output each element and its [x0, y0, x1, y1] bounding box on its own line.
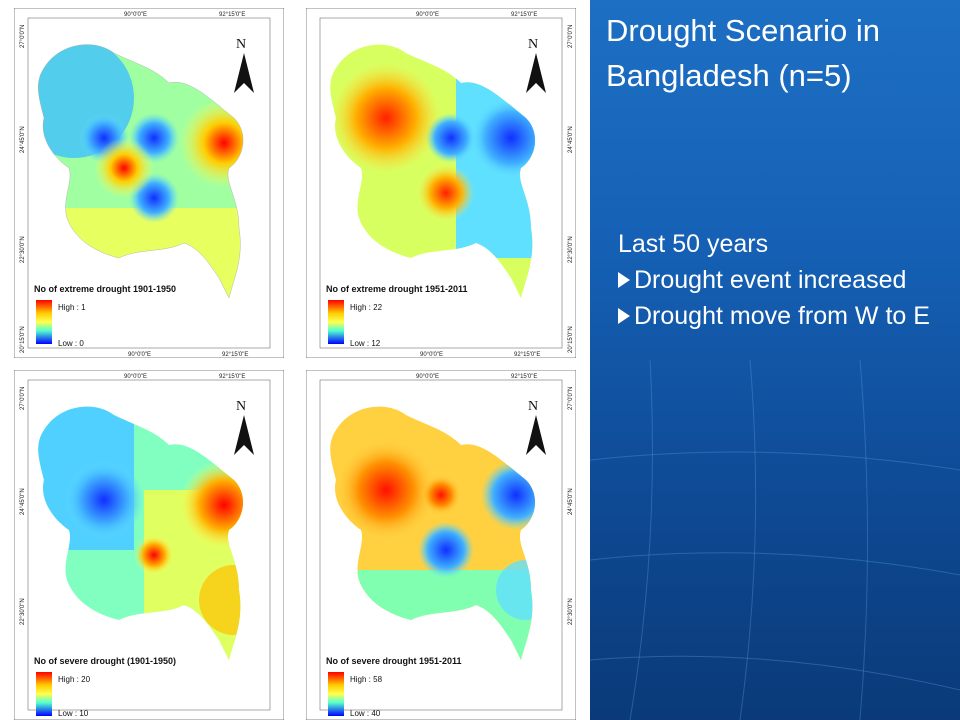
north-arrow-icon [234, 53, 254, 93]
tick-bottom-90e: 90°0'0"E [128, 352, 151, 358]
tick-side-20n: 20°15'0"N [20, 326, 26, 353]
legend-high: High : 1 [58, 303, 86, 312]
tick-side-27n: 27°0'0"N [20, 25, 26, 48]
country-outline [38, 44, 244, 299]
legend-low: Low : 40 [350, 709, 381, 718]
legend-ramp [328, 300, 344, 344]
bullet-item: Drought move from W to E [618, 298, 930, 334]
legend-ramp [328, 672, 344, 716]
legend-high: High : 20 [58, 675, 91, 684]
map-figure: 90°0'0"E 92°15'0"E 90°0'0"E 92°15'0"E 27… [14, 8, 576, 720]
bullet-item: Drought event increased [618, 262, 930, 298]
tick-bottom-92e: 92°15'0"E [514, 352, 540, 358]
legend-high: High : 22 [350, 303, 383, 312]
north-arrow-icon [526, 53, 546, 93]
arrow-bullet-icon [618, 308, 630, 324]
slide-title: Drought Scenario in Bangladesh (n=5) [606, 13, 880, 93]
north-arrow-icon [526, 415, 546, 455]
tick-top-92e: 92°15'0"E [219, 374, 245, 380]
tick-top-90e: 90°0'0"E [416, 12, 439, 18]
legend-high: High : 58 [350, 675, 383, 684]
slide-text-panel: Drought Scenario in Bangladesh (n=5) Las… [590, 0, 960, 720]
tick-side-27n: 27°0'0"N [568, 25, 574, 48]
north-label: N [236, 399, 246, 414]
bullet-text: Drought event increased [634, 266, 907, 294]
inner-frame [27, 17, 271, 349]
legend-low: Low : 12 [350, 339, 381, 348]
tick-side-22n: 22°30'0"N [20, 598, 26, 625]
map-svg: 90°0'0"E 92°15'0"E 27°0'0"N 24°45'0"N 22… [14, 370, 284, 720]
north-label: N [236, 37, 246, 52]
tick-side-27n: 27°0'0"N [20, 387, 26, 410]
tick-top-92e: 92°15'0"E [511, 374, 537, 380]
north-label: N [528, 399, 538, 414]
legend-ramp [36, 300, 52, 344]
map-panel-extreme-1901-1950: 90°0'0"E 92°15'0"E 90°0'0"E 92°15'0"E 27… [14, 8, 284, 358]
background-grid [590, 359, 960, 720]
notes-heading: Last 50 years [618, 230, 769, 258]
tick-top-92e: 92°15'0"E [219, 12, 245, 18]
tick-side-22n: 22°30'0"N [568, 236, 574, 263]
notes-block: Last 50 years Drought event increased Dr… [618, 226, 930, 334]
legend-title: No of severe drought 1951-2011 [326, 656, 462, 666]
north-arrow-icon [234, 415, 254, 455]
map-panel-severe-1951-2011: 90°0'0"E 92°15'0"E 27°0'0"N 24°45'0"N 22… [306, 370, 576, 720]
north-label: N [528, 37, 538, 52]
tick-bottom-90e: 90°0'0"E [420, 352, 443, 358]
tick-side-24n: 24°45'0"N [568, 488, 574, 515]
bullet-text: Drought move from W to E [634, 302, 930, 330]
legend-low: Low : 10 [58, 709, 89, 718]
tick-side-22n: 22°30'0"N [20, 236, 26, 263]
tick-top-90e: 90°0'0"E [124, 12, 147, 18]
tick-side-20n: 20°15'0"N [568, 326, 574, 353]
map-svg: 90°0'0"E 92°15'0"E 90°0'0"E 92°15'0"E 27… [14, 8, 284, 358]
tick-bottom-92e: 92°15'0"E [222, 352, 248, 358]
legend-title: No of severe drought (1901-1950) [34, 656, 176, 666]
tick-side-24n: 24°45'0"N [568, 126, 574, 153]
tick-top-90e: 90°0'0"E [124, 374, 147, 380]
legend-title: No of extreme drought 1951-2011 [326, 284, 468, 294]
arrow-bullet-icon [618, 272, 630, 288]
legend-title: No of extreme drought 1901-1950 [34, 284, 176, 294]
map-panel-extreme-1951-2011: 90°0'0"E 92°15'0"E 90°0'0"E 92°15'0"E 27… [306, 8, 576, 358]
map-panel-severe-1901-1950: 90°0'0"E 92°15'0"E 27°0'0"N 24°45'0"N 22… [14, 370, 284, 720]
tick-top-90e: 90°0'0"E [416, 374, 439, 380]
tick-side-27n: 27°0'0"N [568, 387, 574, 410]
tick-side-24n: 24°45'0"N [20, 488, 26, 515]
tick-top-92e: 92°15'0"E [511, 12, 537, 18]
legend-low: Low : 0 [58, 339, 84, 348]
tick-side-24n: 24°45'0"N [20, 126, 26, 153]
map-svg: 90°0'0"E 92°15'0"E 90°0'0"E 92°15'0"E 27… [306, 8, 576, 358]
legend-ramp [36, 672, 52, 716]
tick-side-22n: 22°30'0"N [568, 598, 574, 625]
map-svg: 90°0'0"E 92°15'0"E 27°0'0"N 24°45'0"N 22… [306, 370, 576, 720]
